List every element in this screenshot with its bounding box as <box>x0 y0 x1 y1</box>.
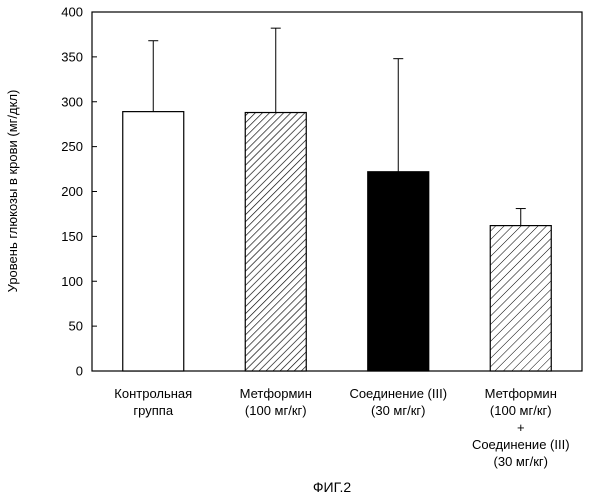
x-category-label-line: + <box>517 420 525 435</box>
x-category-label-line: Метформин <box>240 386 312 401</box>
y-tick-label: 0 <box>76 364 83 379</box>
x-category-label-line: (30 мг/кг) <box>494 454 548 469</box>
error-bars <box>148 28 526 225</box>
x-category-label-line: Метформин <box>485 386 557 401</box>
x-category-label-line: группа <box>133 403 173 418</box>
y-tick-label: 100 <box>61 274 83 289</box>
x-category-label: Соединение (III) (30 мг/кг) <box>349 386 447 418</box>
y-tick-label: 400 <box>61 5 83 20</box>
x-axis-labels: Контрольная группа Метформин (100 мг/кг) Сое… <box>114 386 569 469</box>
y-tick-label: 300 <box>61 94 83 109</box>
figure-caption: ФИГ.2 <box>313 479 351 495</box>
x-category-label-line: Контрольная <box>114 386 192 401</box>
x-category-label-line: Соединение (III) <box>349 386 447 401</box>
y-tick-label: 200 <box>61 184 83 199</box>
x-category-label-line: (30 мг/кг) <box>371 403 425 418</box>
bar <box>245 113 306 371</box>
bar <box>490 226 551 371</box>
bar <box>368 172 429 371</box>
x-category-label: Метформин (100 мг/кг) + Соединение (III) (30… <box>472 386 570 469</box>
x-category-label: Метформин (100 мг/кг) <box>240 386 312 418</box>
x-category-label-line: (100 мг/кг) <box>245 403 307 418</box>
y-tick-label: 50 <box>69 319 83 334</box>
y-tick-label: 250 <box>61 139 83 154</box>
x-category-label-line: (100 мг/кг) <box>490 403 552 418</box>
x-category-label: Контрольная группа <box>114 386 192 418</box>
y-tick-label: 150 <box>61 229 83 244</box>
y-tick-label: 350 <box>61 49 83 64</box>
x-category-label-line: Соединение (III) <box>472 437 570 452</box>
bar <box>123 112 184 371</box>
y-axis-title: Уровень глюкозы в крови (мг/дкл) <box>5 90 20 293</box>
bars <box>123 112 552 371</box>
